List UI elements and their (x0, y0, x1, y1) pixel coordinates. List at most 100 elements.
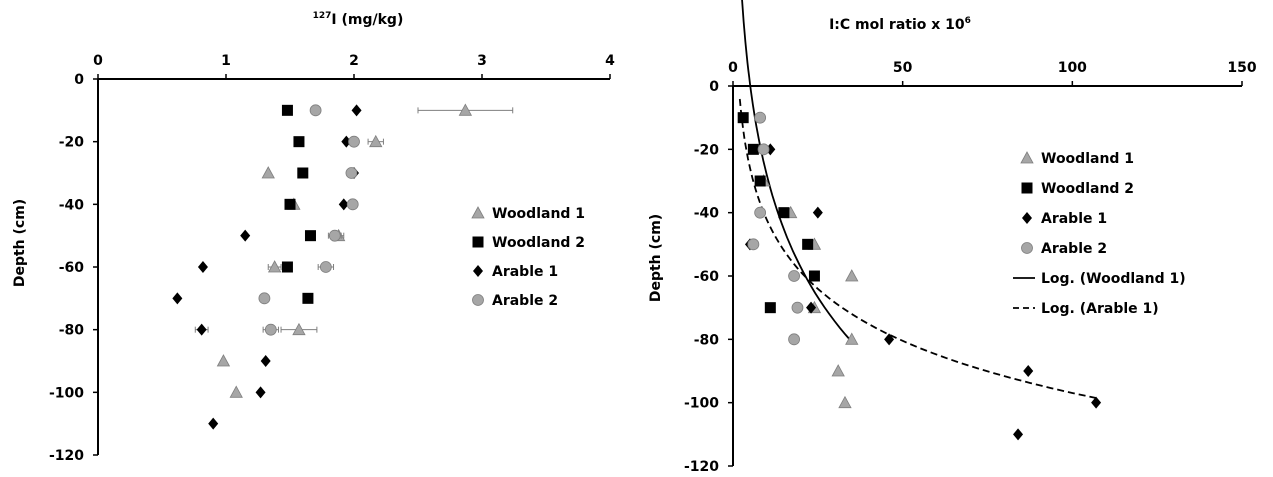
data-point-woodland-2 (764, 302, 776, 314)
y-tick-label: -60 (59, 260, 85, 276)
data-point-arable-2 (788, 270, 800, 282)
data-point-woodland-2 (284, 198, 296, 210)
x-tick-label: 4 (605, 53, 615, 69)
data-point-arable-1 (255, 386, 266, 399)
data-point-arable-2 (757, 143, 770, 156)
y-tick-label: 0 (709, 79, 719, 95)
trendline-woodland-1 (741, 0, 853, 343)
chart-1-legend: Woodland 1 Woodland 2 Arable 1 Arable 2 (471, 206, 585, 309)
legend-marker (1022, 212, 1032, 224)
chart-2-legend: Woodland 1 Woodland 2 Arable 1 Arable 2 Log.… (1013, 151, 1186, 317)
x-tick-label: 0 (93, 53, 103, 69)
legend-marker (472, 294, 484, 306)
chart-1-y-axis-label: Depth (cm) (12, 199, 28, 287)
chart-1: 127I (mg/kg) Depth (cm) 0 1 2 3 4 0 -20 -40 -60… (12, 11, 615, 464)
data-point-woodland-1 (369, 134, 383, 148)
y-tick-label: -60 (694, 269, 720, 285)
y-tick-label: -80 (694, 332, 720, 348)
legend-marker (471, 206, 485, 219)
data-point-arable-1 (812, 206, 823, 219)
chart-2-y-axis-label: Depth (cm) (648, 214, 664, 302)
y-tick-label: -20 (694, 142, 720, 158)
data-point-woodland-2 (281, 261, 293, 273)
data-point-arable-1 (1091, 396, 1102, 409)
legend-label: Arable 2 (1041, 241, 1107, 257)
y-tick-label: -120 (49, 448, 84, 464)
data-point-arable-2 (258, 292, 271, 305)
y-tick-label: -20 (59, 135, 85, 151)
y-tick-label: -100 (49, 385, 84, 401)
legend-label: Woodland 2 (492, 235, 585, 251)
legend-marker (472, 236, 484, 248)
legend-label: Arable 2 (492, 293, 558, 309)
data-point-woodland-1 (845, 332, 859, 345)
y-tick-label: -40 (59, 197, 85, 213)
y-tick-label: -80 (59, 323, 85, 339)
x-tick-label: 3 (477, 53, 487, 69)
data-point-arable-2 (747, 238, 760, 251)
data-point-arable-1 (197, 261, 208, 273)
data-point-arable-1 (196, 323, 207, 336)
data-point-arable-1 (351, 104, 362, 117)
y-tick-label: 0 (74, 72, 84, 88)
chart-1-title: 127I (mg/kg) (313, 11, 404, 28)
x-tick-label: 0 (728, 60, 738, 76)
legend-label: Woodland 1 (1041, 151, 1134, 167)
data-point-woodland-2 (747, 143, 759, 155)
data-point-arable-2 (319, 261, 332, 273)
x-tick-label: 150 (1227, 60, 1256, 76)
data-point-arable-2 (788, 333, 800, 346)
data-point-woodland-1 (261, 166, 275, 179)
legend-label: Arable 1 (1041, 211, 1107, 227)
x-tick-label: 100 (1058, 60, 1087, 76)
legend-marker (1021, 182, 1033, 194)
data-point-woodland-2 (281, 104, 293, 116)
data-point-woodland-1 (458, 103, 473, 116)
data-point-woodland-1 (216, 354, 231, 367)
x-tick-label: 2 (349, 53, 359, 69)
data-point-woodland-2 (302, 292, 314, 304)
x-tick-label: 50 (893, 60, 913, 76)
chart-2-title-text: I:C mol ratio x 10 (829, 17, 965, 33)
data-point-arable-2 (754, 206, 767, 219)
legend-label: Woodland 1 (492, 206, 585, 222)
y-tick-label: -100 (684, 396, 719, 412)
data-point-arable-1 (338, 198, 349, 211)
data-point-woodland-1 (838, 395, 852, 409)
data-point-woodland-1 (229, 385, 243, 398)
chart-2-title-superscript: 6 (965, 16, 971, 26)
data-point-woodland-2 (754, 175, 766, 187)
data-point-woodland-2 (297, 167, 309, 179)
data-point-arable-1 (240, 229, 251, 242)
legend-label: Log. (Arable 1) (1041, 301, 1159, 317)
legend-label: Woodland 2 (1041, 181, 1134, 197)
data-point-arable-2 (345, 167, 358, 179)
data-point-arable-1 (208, 417, 219, 430)
data-point-arable-1 (341, 135, 352, 148)
data-point-woodland-2 (304, 230, 316, 242)
data-point-woodland-1 (292, 322, 306, 336)
data-point-woodland-1 (831, 364, 845, 377)
data-point-arable-1 (172, 292, 183, 305)
legend-marker (1020, 151, 1034, 164)
chart-1-title-text: I (mg/kg) (331, 12, 403, 28)
data-point-arable-2 (348, 135, 360, 148)
chart-1-title-superscript: 127 (313, 11, 332, 21)
chart-2-title: I:C mol ratio x 106 (829, 16, 971, 33)
y-tick-label: -120 (684, 459, 719, 475)
data-point-woodland-2 (293, 136, 305, 148)
data-point-woodland-1 (267, 260, 282, 273)
data-point-arable-1 (260, 355, 271, 367)
data-point-arable-1 (884, 333, 895, 346)
data-point-woodland-2 (778, 207, 790, 219)
chart-2: I:C mol ratio x 106 Depth (cm) 0 50 100 150… (648, 0, 1257, 475)
data-point-arable-2 (309, 104, 322, 117)
legend-marker (473, 265, 483, 277)
data-point-arable-1 (1023, 365, 1034, 377)
data-point-arable-1 (806, 301, 817, 314)
data-point-arable-2 (264, 323, 277, 336)
x-tick-label: 1 (221, 53, 231, 69)
legend-marker (1021, 242, 1033, 254)
y-tick-label: -40 (694, 206, 720, 222)
